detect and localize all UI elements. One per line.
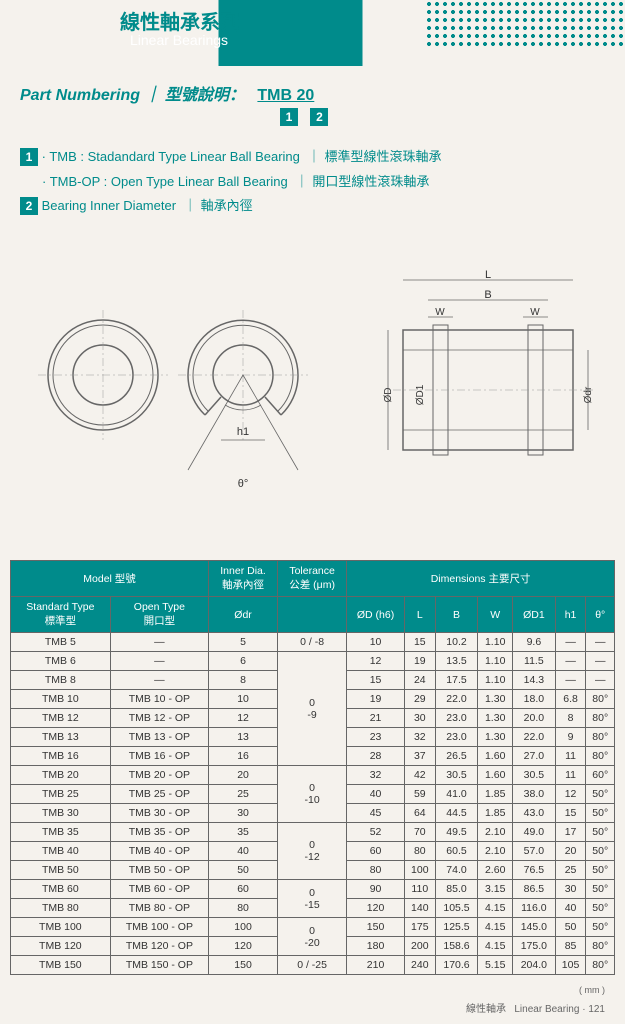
th-inner: Inner Dia.軸承內徑 xyxy=(209,561,278,597)
table-row: TMB 100TMB 100 - OP1000-20150175125.54.1… xyxy=(11,918,615,937)
th-od: ØD (h6) xyxy=(347,597,405,633)
technical-diagram: h1 θ° L B W W ØD ØD1 Ødr xyxy=(0,235,625,550)
legend-section: 1 · TMB : Stadandard Type Linear Ball Be… xyxy=(0,131,625,235)
unit-note: ( mm ) xyxy=(0,985,625,995)
page-header: 線性軸承系列 Linear Bearings xyxy=(0,0,625,66)
num-box-2: 2 xyxy=(310,108,328,126)
header-title-cn: 線性軸承系列 xyxy=(120,6,240,35)
table-row: TMB 5—50 / -8101510.21.109.6—— xyxy=(11,633,615,652)
legend-2-text: Bearing Inner Diameter ｜軸承內徑 xyxy=(42,198,253,213)
pn-model: TMB 20 xyxy=(257,87,314,104)
legend-num-1: 1 xyxy=(20,148,38,166)
page-footer: 線性軸承 Linear Bearing · 121 xyxy=(0,995,625,1020)
svg-text:L: L xyxy=(484,269,490,281)
table-row: TMB 150TMB 150 - OP1500 / -25210240170.6… xyxy=(11,956,615,975)
part-numbering-label: Part Numbering xyxy=(20,87,140,104)
legend-2: 2 Bearing Inner Diameter ｜軸承內徑 xyxy=(20,195,605,215)
table-row: TMB 20TMB 20 - OP200-10324230.51.6030.51… xyxy=(11,766,615,785)
pn-desc-cn: 型號說明： xyxy=(165,87,245,104)
bearing-diagram-svg: h1 θ° L B W W ØD ØD1 Ødr xyxy=(23,245,603,535)
spec-table: Model 型號 Inner Dia.軸承內徑 Tolerance公差 (μm)… xyxy=(10,560,615,975)
th-W: W xyxy=(478,597,513,633)
th-odr: Ødr xyxy=(209,597,278,633)
th-h1: h1 xyxy=(555,597,586,633)
th-std: Standard Type標準型 xyxy=(11,597,111,633)
legend-1b: · TMB-OP : Open Type Linear Ball Bearing… xyxy=(42,171,605,190)
decorative-dots xyxy=(425,0,625,50)
table-body: TMB 5—50 / -8101510.21.109.6——TMB 6—60-9… xyxy=(11,633,615,975)
th-dims: Dimensions 主要尺寸 xyxy=(347,561,615,597)
th-OD1: ØD1 xyxy=(513,597,556,633)
spec-table-container: Model 型號 Inner Dia.軸承內徑 Tolerance公差 (μm)… xyxy=(0,550,625,985)
table-row: TMB 6—60-9121913.51.1011.5—— xyxy=(11,652,615,671)
svg-text:θ°: θ° xyxy=(237,478,248,490)
svg-text:W: W xyxy=(530,307,540,318)
th-open: Open Type開口型 xyxy=(110,597,208,633)
svg-text:Ødr: Ødr xyxy=(583,386,594,403)
th-theta: θ° xyxy=(586,597,615,633)
th-L: L xyxy=(404,597,435,633)
th-tol: Tolerance公差 (μm) xyxy=(278,561,347,597)
th-model: Model 型號 xyxy=(11,561,209,597)
svg-text:B: B xyxy=(484,289,491,301)
num-box-1: 1 xyxy=(280,108,298,126)
legend-1: 1 · TMB : Stadandard Type Linear Ball Be… xyxy=(20,146,605,166)
th-B: B xyxy=(435,597,478,633)
header-title-en: Linear Bearings xyxy=(130,32,228,48)
table-row: TMB 60TMB 60 - OP600-159011085.03.1586.5… xyxy=(11,880,615,899)
table-row: TMB 35TMB 35 - OP350-12527049.52.1049.01… xyxy=(11,823,615,842)
num-indicators: 1 2 xyxy=(280,108,605,126)
legend-num-2: 2 xyxy=(20,197,38,215)
svg-text:ØD1: ØD1 xyxy=(415,384,426,405)
legend-1b-text: · TMB-OP : Open Type Linear Ball Bearing… xyxy=(42,174,429,189)
pn-sep: ｜ xyxy=(144,87,160,104)
part-numbering-section: Part Numbering ｜ 型號說明： TMB 20 1 2 xyxy=(0,66,625,131)
svg-text:h1: h1 xyxy=(236,426,248,438)
svg-text:ØD: ØD xyxy=(383,388,394,403)
svg-text:W: W xyxy=(435,307,445,318)
legend-1-text: · TMB : Stadandard Type Linear Ball Bear… xyxy=(42,149,442,164)
th-blank xyxy=(278,597,347,633)
